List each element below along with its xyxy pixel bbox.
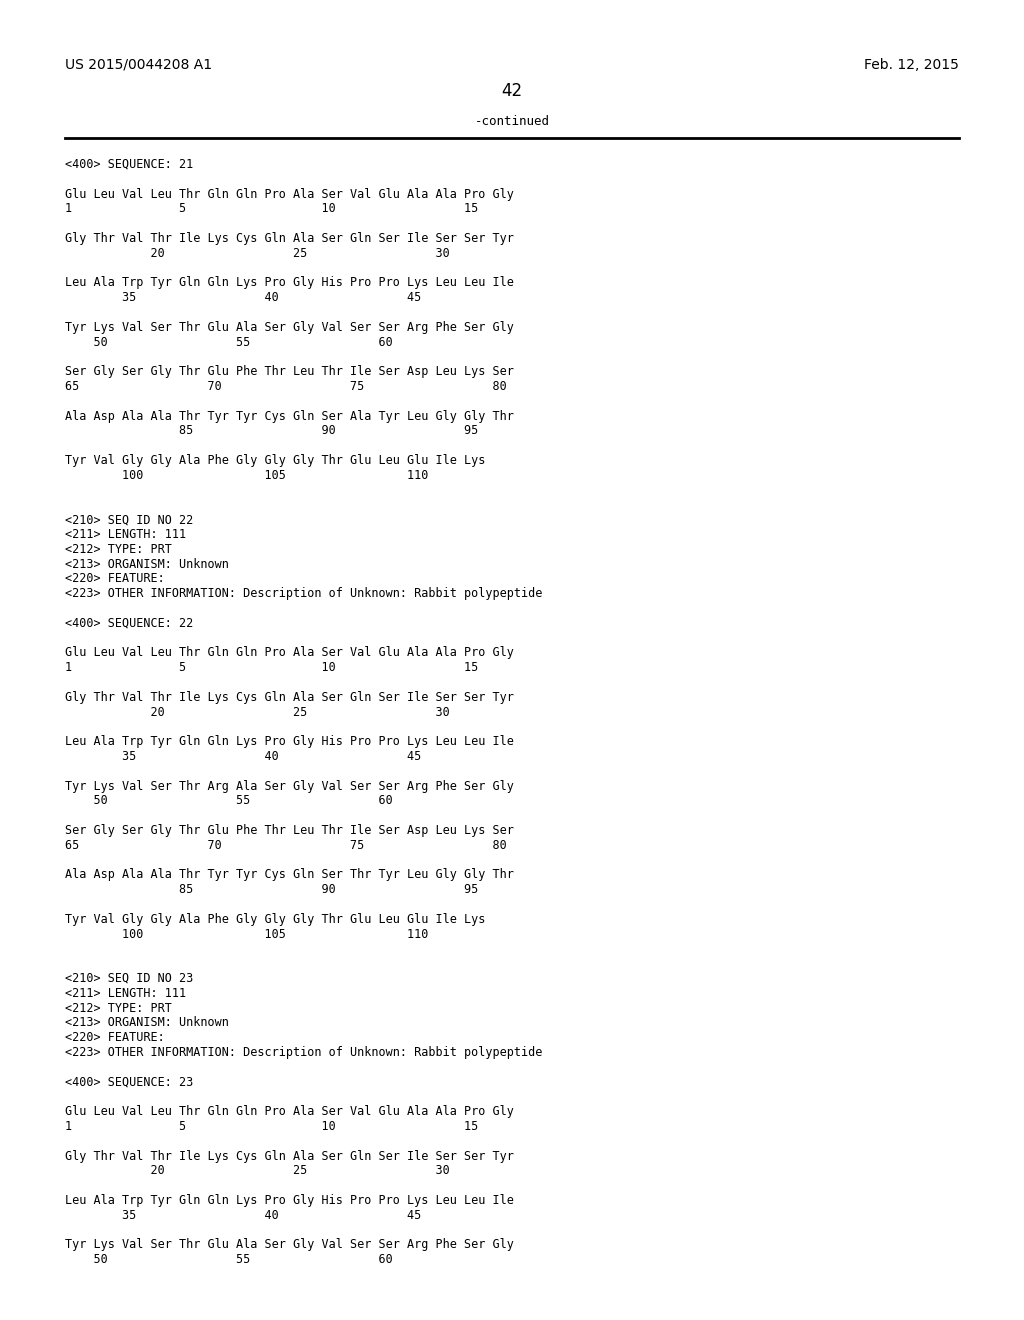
Text: 35                  40                  45: 35 40 45 bbox=[65, 292, 421, 304]
Text: 1               5                   10                  15: 1 5 10 15 bbox=[65, 661, 478, 675]
Text: Glu Leu Val Leu Thr Gln Gln Pro Ala Ser Val Glu Ala Ala Pro Gly: Glu Leu Val Leu Thr Gln Gln Pro Ala Ser … bbox=[65, 1105, 514, 1118]
Text: 35                  40                  45: 35 40 45 bbox=[65, 750, 421, 763]
Text: 50                  55                  60: 50 55 60 bbox=[65, 1253, 393, 1266]
Text: 85                  90                  95: 85 90 95 bbox=[65, 425, 478, 437]
Text: Glu Leu Val Leu Thr Gln Gln Pro Ala Ser Val Glu Ala Ala Pro Gly: Glu Leu Val Leu Thr Gln Gln Pro Ala Ser … bbox=[65, 647, 514, 660]
Text: Glu Leu Val Leu Thr Gln Gln Pro Ala Ser Val Glu Ala Ala Pro Gly: Glu Leu Val Leu Thr Gln Gln Pro Ala Ser … bbox=[65, 187, 514, 201]
Text: 100                 105                 110: 100 105 110 bbox=[65, 928, 428, 941]
Text: <212> TYPE: PRT: <212> TYPE: PRT bbox=[65, 543, 172, 556]
Text: <213> ORGANISM: Unknown: <213> ORGANISM: Unknown bbox=[65, 1016, 229, 1030]
Text: <223> OTHER INFORMATION: Description of Unknown: Rabbit polypeptide: <223> OTHER INFORMATION: Description of … bbox=[65, 587, 543, 601]
Text: <223> OTHER INFORMATION: Description of Unknown: Rabbit polypeptide: <223> OTHER INFORMATION: Description of … bbox=[65, 1045, 543, 1059]
Text: 1               5                   10                  15: 1 5 10 15 bbox=[65, 202, 478, 215]
Text: Ala Asp Ala Ala Thr Tyr Tyr Cys Gln Ser Thr Tyr Leu Gly Gly Thr: Ala Asp Ala Ala Thr Tyr Tyr Cys Gln Ser … bbox=[65, 869, 514, 882]
Text: <220> FEATURE:: <220> FEATURE: bbox=[65, 573, 165, 585]
Text: 20                  25                  30: 20 25 30 bbox=[65, 1164, 450, 1177]
Text: Tyr Lys Val Ser Thr Glu Ala Ser Gly Val Ser Ser Arg Phe Ser Gly: Tyr Lys Val Ser Thr Glu Ala Ser Gly Val … bbox=[65, 321, 514, 334]
Text: <211> LENGTH: 111: <211> LENGTH: 111 bbox=[65, 987, 186, 999]
Text: <210> SEQ ID NO 23: <210> SEQ ID NO 23 bbox=[65, 972, 194, 985]
Text: <400> SEQUENCE: 21: <400> SEQUENCE: 21 bbox=[65, 158, 194, 172]
Text: 42: 42 bbox=[502, 82, 522, 100]
Text: Ser Gly Ser Gly Thr Glu Phe Thr Leu Thr Ile Ser Asp Leu Lys Ser: Ser Gly Ser Gly Thr Glu Phe Thr Leu Thr … bbox=[65, 824, 514, 837]
Text: <212> TYPE: PRT: <212> TYPE: PRT bbox=[65, 1002, 172, 1015]
Text: US 2015/0044208 A1: US 2015/0044208 A1 bbox=[65, 58, 212, 73]
Text: 35                  40                  45: 35 40 45 bbox=[65, 1209, 421, 1222]
Text: Feb. 12, 2015: Feb. 12, 2015 bbox=[864, 58, 959, 73]
Text: 50                  55                  60: 50 55 60 bbox=[65, 795, 393, 808]
Text: 1               5                   10                  15: 1 5 10 15 bbox=[65, 1119, 478, 1133]
Text: Leu Ala Trp Tyr Gln Gln Lys Pro Gly His Pro Pro Lys Leu Leu Ile: Leu Ala Trp Tyr Gln Gln Lys Pro Gly His … bbox=[65, 276, 514, 289]
Text: 65                  70                  75                  80: 65 70 75 80 bbox=[65, 380, 507, 393]
Text: <210> SEQ ID NO 22: <210> SEQ ID NO 22 bbox=[65, 513, 194, 527]
Text: Tyr Lys Val Ser Thr Glu Ala Ser Gly Val Ser Ser Arg Phe Ser Gly: Tyr Lys Val Ser Thr Glu Ala Ser Gly Val … bbox=[65, 1238, 514, 1251]
Text: Leu Ala Trp Tyr Gln Gln Lys Pro Gly His Pro Pro Lys Leu Leu Ile: Leu Ala Trp Tyr Gln Gln Lys Pro Gly His … bbox=[65, 735, 514, 748]
Text: Gly Thr Val Thr Ile Lys Cys Gln Ala Ser Gln Ser Ile Ser Ser Tyr: Gly Thr Val Thr Ile Lys Cys Gln Ala Ser … bbox=[65, 1150, 514, 1163]
Text: 65                  70                  75                  80: 65 70 75 80 bbox=[65, 838, 507, 851]
Text: 50                  55                  60: 50 55 60 bbox=[65, 335, 393, 348]
Text: Tyr Val Gly Gly Ala Phe Gly Gly Gly Thr Glu Leu Glu Ile Lys: Tyr Val Gly Gly Ala Phe Gly Gly Gly Thr … bbox=[65, 913, 485, 925]
Text: 100                 105                 110: 100 105 110 bbox=[65, 469, 428, 482]
Text: -continued: -continued bbox=[474, 115, 550, 128]
Text: <400> SEQUENCE: 22: <400> SEQUENCE: 22 bbox=[65, 616, 194, 630]
Text: 85                  90                  95: 85 90 95 bbox=[65, 883, 478, 896]
Text: Ser Gly Ser Gly Thr Glu Phe Thr Leu Thr Ile Ser Asp Leu Lys Ser: Ser Gly Ser Gly Thr Glu Phe Thr Leu Thr … bbox=[65, 366, 514, 379]
Text: Leu Ala Trp Tyr Gln Gln Lys Pro Gly His Pro Pro Lys Leu Leu Ile: Leu Ala Trp Tyr Gln Gln Lys Pro Gly His … bbox=[65, 1195, 514, 1206]
Text: Tyr Val Gly Gly Ala Phe Gly Gly Gly Thr Glu Leu Glu Ile Lys: Tyr Val Gly Gly Ala Phe Gly Gly Gly Thr … bbox=[65, 454, 485, 467]
Text: Tyr Lys Val Ser Thr Arg Ala Ser Gly Val Ser Ser Arg Phe Ser Gly: Tyr Lys Val Ser Thr Arg Ala Ser Gly Val … bbox=[65, 780, 514, 792]
Text: Gly Thr Val Thr Ile Lys Cys Gln Ala Ser Gln Ser Ile Ser Ser Tyr: Gly Thr Val Thr Ile Lys Cys Gln Ala Ser … bbox=[65, 690, 514, 704]
Text: 20                  25                  30: 20 25 30 bbox=[65, 706, 450, 718]
Text: <400> SEQUENCE: 23: <400> SEQUENCE: 23 bbox=[65, 1076, 194, 1089]
Text: 20                  25                  30: 20 25 30 bbox=[65, 247, 450, 260]
Text: <220> FEATURE:: <220> FEATURE: bbox=[65, 1031, 165, 1044]
Text: <211> LENGTH: 111: <211> LENGTH: 111 bbox=[65, 528, 186, 541]
Text: Gly Thr Val Thr Ile Lys Cys Gln Ala Ser Gln Ser Ile Ser Ser Tyr: Gly Thr Val Thr Ile Lys Cys Gln Ala Ser … bbox=[65, 232, 514, 246]
Text: Ala Asp Ala Ala Thr Tyr Tyr Cys Gln Ser Ala Tyr Leu Gly Gly Thr: Ala Asp Ala Ala Thr Tyr Tyr Cys Gln Ser … bbox=[65, 409, 514, 422]
Text: <213> ORGANISM: Unknown: <213> ORGANISM: Unknown bbox=[65, 557, 229, 570]
